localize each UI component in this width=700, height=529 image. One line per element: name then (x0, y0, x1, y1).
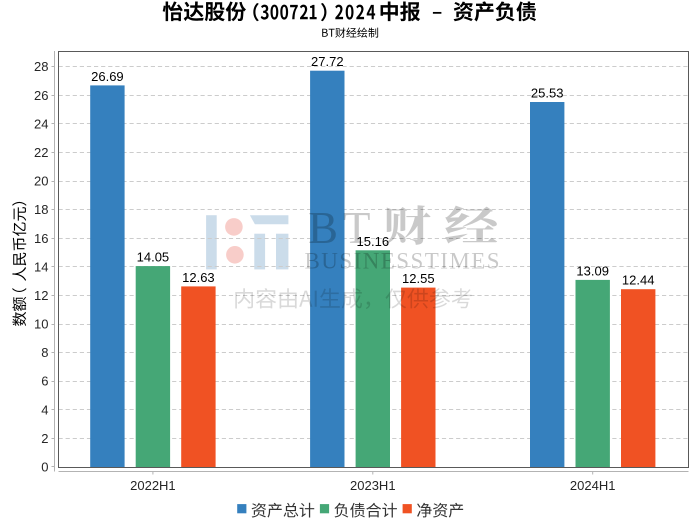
svg-text:B: B (308, 203, 338, 253)
svg-text:16: 16 (34, 231, 48, 246)
svg-text:20: 20 (34, 174, 48, 189)
svg-text:18: 18 (34, 202, 48, 217)
svg-text:12.55: 12.55 (402, 271, 435, 286)
svg-text:2023H1: 2023H1 (350, 478, 396, 493)
svg-text:22: 22 (34, 145, 48, 160)
svg-text:4: 4 (41, 402, 48, 417)
svg-text:26: 26 (34, 88, 48, 103)
svg-text:27.72: 27.72 (311, 54, 344, 69)
svg-text:15.16: 15.16 (357, 234, 390, 249)
svg-text:T: T (343, 203, 371, 253)
svg-text:14.05: 14.05 (137, 250, 170, 265)
svg-text:12.44: 12.44 (622, 273, 655, 288)
svg-text:24: 24 (34, 116, 48, 131)
svg-text:13.09: 13.09 (576, 263, 609, 278)
svg-text:2024H1: 2024H1 (570, 478, 616, 493)
svg-text:25.53: 25.53 (531, 86, 564, 101)
svg-text:12: 12 (34, 288, 48, 303)
svg-text:14: 14 (34, 259, 48, 274)
svg-text:12.63: 12.63 (182, 270, 215, 285)
svg-text:BUSINESSTIMES: BUSINESSTIMES (305, 249, 502, 274)
svg-text:2: 2 (41, 431, 48, 446)
svg-text:28: 28 (34, 59, 48, 74)
svg-text:26.69: 26.69 (91, 69, 124, 84)
svg-text:0: 0 (41, 460, 48, 475)
svg-text:10: 10 (34, 317, 48, 332)
svg-text:2022H1: 2022H1 (130, 478, 176, 493)
svg-text:8: 8 (41, 345, 48, 360)
svg-text:6: 6 (41, 374, 48, 389)
